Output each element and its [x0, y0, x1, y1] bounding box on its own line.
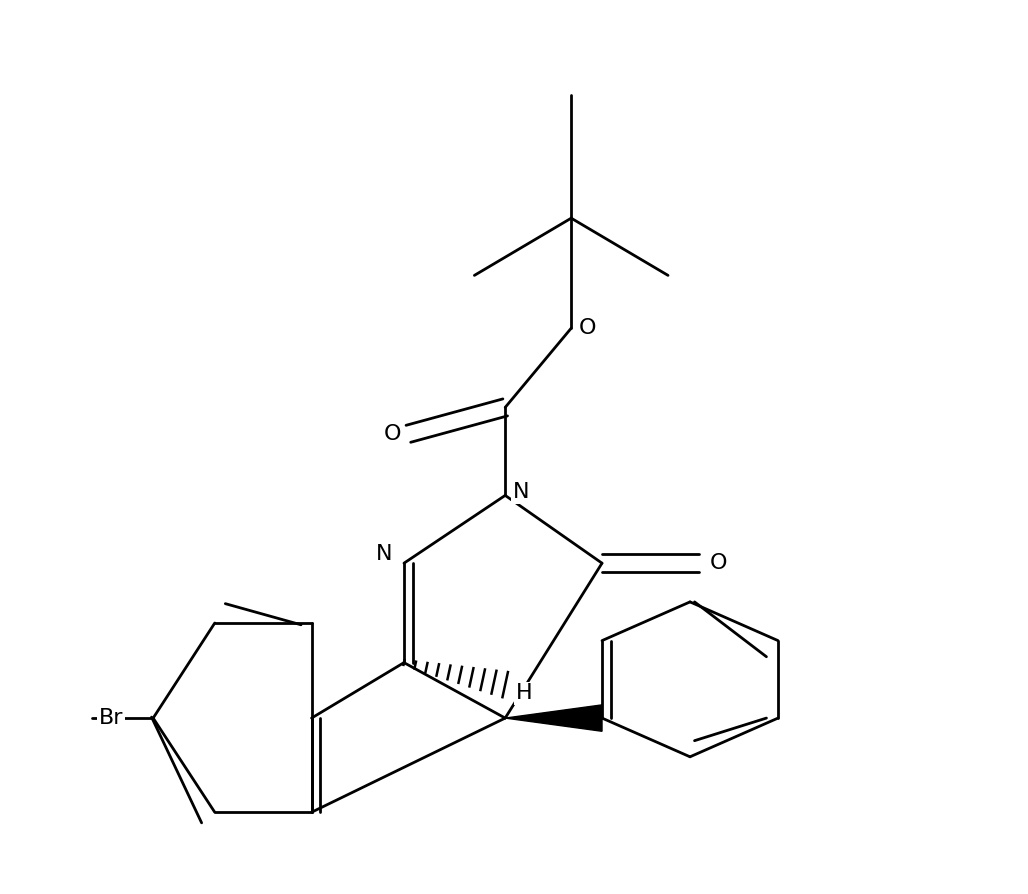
Text: H: H — [516, 683, 533, 704]
Text: O: O — [383, 424, 401, 443]
Text: N: N — [376, 544, 393, 564]
Text: O: O — [709, 553, 727, 573]
Text: Br: Br — [99, 708, 123, 728]
Text: O: O — [579, 318, 596, 338]
Polygon shape — [505, 704, 602, 731]
Text: N: N — [513, 482, 529, 502]
